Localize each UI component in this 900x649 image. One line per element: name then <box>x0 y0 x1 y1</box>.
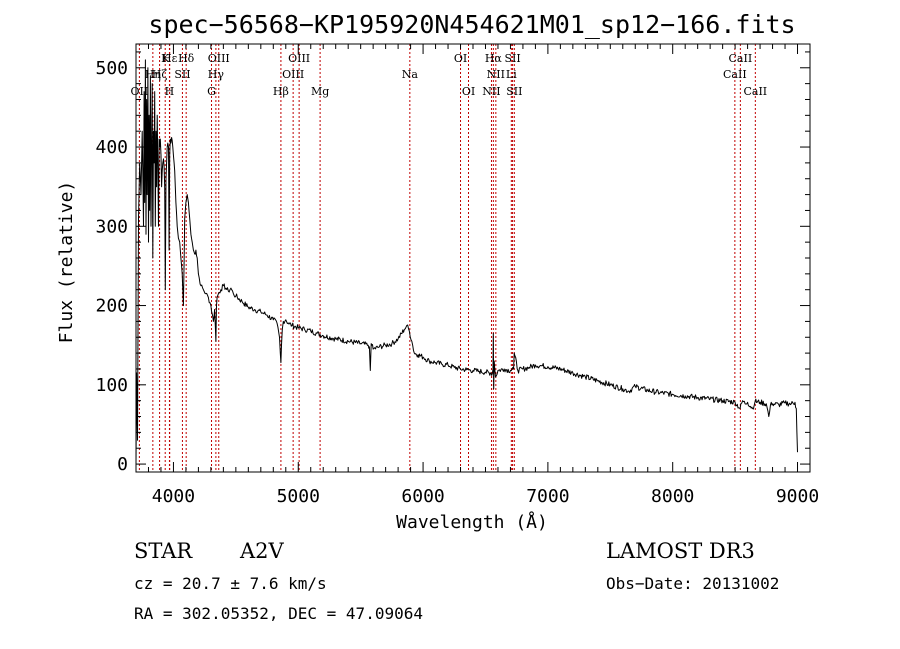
line-label: SII <box>174 68 190 81</box>
line-label: CaII <box>729 52 753 65</box>
object-subclass: A2V <box>239 539 285 563</box>
y-tick-label: 200 <box>95 296 128 317</box>
line-label: OI <box>454 52 467 65</box>
line-label: SII <box>504 52 520 65</box>
line-label: NII <box>487 68 505 81</box>
x-tick-label: 4000 <box>152 486 195 507</box>
flux-series-line <box>135 59 798 465</box>
line-label: OI <box>462 85 475 98</box>
line-label: CaII <box>723 68 747 81</box>
x-tick-label: 7000 <box>526 486 569 507</box>
ra-dec-coordinates: RA = 302.05352, DEC = 47.09064 <box>134 604 423 623</box>
y-tick-label: 500 <box>95 58 128 79</box>
line-label: Hδ <box>178 52 195 65</box>
y-tick-label: 300 <box>95 216 128 237</box>
redshift-velocity: cz = 20.7 ± 7.6 km/s <box>134 574 327 593</box>
line-label: H <box>165 85 175 98</box>
y-tick-label: 400 <box>95 137 128 158</box>
line-label: Mg <box>311 85 329 98</box>
line-label: G <box>207 85 216 98</box>
object-class: STAR <box>134 539 193 563</box>
line-label: Hη <box>145 68 161 81</box>
line-label: Hβ <box>273 85 289 98</box>
y-tick-label: 0 <box>117 454 128 475</box>
line-label: Na <box>402 68 419 81</box>
line-label: K <box>161 52 170 65</box>
x-tick-label: 9000 <box>776 486 819 507</box>
line-label: SII <box>506 85 522 98</box>
y-tick-label: 100 <box>95 375 128 396</box>
line-label: Hε <box>162 52 178 65</box>
x-tick-label: 5000 <box>277 486 320 507</box>
line-label: OIII <box>288 52 310 65</box>
line-label: OIII <box>208 52 230 65</box>
y-axis-ticks: 0 100 200 300 400 500 <box>95 51 810 475</box>
x-axis-label: Wavelength (Å) <box>396 511 548 533</box>
observation-date: Obs−Date: 20131002 <box>606 574 779 593</box>
survey-name: LAMOST DR3 <box>606 539 755 563</box>
line-label: CaII <box>743 85 767 98</box>
x-axis-ticks: 4000 5000 6000 7000 8000 9000 <box>147 44 819 507</box>
line-label: Hα <box>485 52 503 65</box>
line-label: Hγ <box>208 68 225 81</box>
line-label: Li <box>506 68 517 81</box>
line-label: NII <box>482 85 500 98</box>
chart-title: spec−56568−KP195920N454621M01_sp12−166.f… <box>148 10 795 39</box>
x-tick-label: 6000 <box>401 486 444 507</box>
x-tick-label: 8000 <box>651 486 694 507</box>
line-label: Hζ <box>152 68 168 81</box>
y-axis-label: Flux (relative) <box>56 181 77 344</box>
line-label: OIII <box>282 68 304 81</box>
